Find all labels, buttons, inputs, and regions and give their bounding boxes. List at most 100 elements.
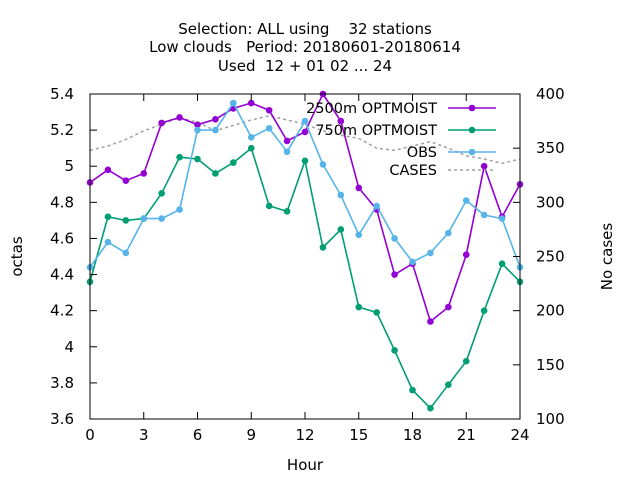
data-point-750m-optmoist [427,404,434,412]
data-point-750m-optmoist [247,144,255,152]
data-point-obs [265,125,273,132]
series-line-2500m-optmoist [89,93,521,323]
data-point-2500m-optmoist [355,184,363,192]
x-tick-label: 21 [457,426,476,444]
data-point-2500m-optmoist [462,251,470,258]
data-point-750m-optmoist [462,357,470,365]
x-tick-label: 3 [139,426,149,444]
data-point-750m-optmoist [122,217,130,224]
y-tick-label: 4.6 [50,229,74,247]
y2-tick-label: 300 [536,193,565,211]
y-tick-label: 4 [64,338,74,356]
data-point-750m-optmoist [355,303,363,311]
y-tick-label: 5 [64,157,74,175]
data-point-750m-optmoist [373,309,380,316]
data-point-750m-optmoist [337,226,345,233]
data-point-2500m-optmoist [265,106,273,114]
data-point-2500m-optmoist [391,271,398,278]
y-tick-label: 4.2 [50,302,74,320]
data-point-2500m-optmoist [480,162,488,170]
data-point-obs [140,215,148,222]
data-point-2500m-optmoist [104,166,112,174]
data-point-750m-optmoist [176,153,183,161]
data-point-obs [176,206,183,213]
data-point-750m-optmoist [212,170,219,177]
x-tick-label: 15 [349,426,368,444]
y-tick-label: 4.4 [50,266,74,284]
data-point-2500m-optmoist [301,128,309,136]
data-point-obs [301,117,309,125]
y2-tick-label: 150 [536,356,565,374]
chart-title: Selection: ALL using 32 stations Low clo… [149,20,461,75]
y2-tick-label: 400 [536,85,565,103]
data-point-750m-optmoist [104,213,112,221]
y2-tick-label: 350 [536,139,565,157]
data-point-750m-optmoist [319,244,327,251]
y-tick-label: 4.8 [50,193,74,211]
y2-tick-label: 100 [536,410,565,428]
legend: 2500m OPTMOIST 750m OPTMOIST OBS CASES [306,101,496,179]
x-tick-label: 24 [510,426,529,444]
x-tick-label: 18 [403,426,422,444]
data-point-750m-optmoist [391,347,398,354]
data-point-obs [212,126,219,134]
data-point-750m-optmoist [301,157,309,165]
series-layer [86,90,524,412]
data-point-750m-optmoist [230,159,237,166]
y-tick-label: 3.6 [50,410,74,428]
data-point-750m-optmoist [265,202,273,210]
legend-label-cases: CASES [389,163,437,179]
legend-marker-obs [468,148,476,156]
data-point-2500m-optmoist [140,170,148,177]
legend-label-obs: OBS [407,145,437,161]
y-tick-label: 5.2 [50,121,74,139]
data-point-2500m-optmoist [176,114,183,121]
series-line-750m-optmoist [89,147,521,410]
data-point-obs [283,148,291,156]
title-line-1: Selection: ALL using 32 stations [178,20,432,38]
data-point-2500m-optmoist [212,115,219,123]
data-point-obs [462,197,470,204]
x-tick-label: 0 [85,426,95,444]
data-point-2500m-optmoist [194,121,201,128]
data-point-2500m-optmoist [445,303,452,311]
data-point-obs [373,202,380,210]
legend-label-2500m-optmoist: 2500m OPTMOIST [306,101,437,117]
data-point-obs [480,211,488,219]
x-axis-label: Hour [287,456,324,474]
y2-tick-label: 250 [536,248,565,266]
data-point-obs [230,99,237,107]
x-tick-label: 6 [193,426,203,444]
data-point-obs [194,126,201,134]
data-point-2500m-optmoist [158,119,165,127]
data-point-750m-optmoist [498,260,506,268]
data-point-obs [355,231,363,239]
ticks-layer: 0 3 6 9 12 15 18 21 24 3.6 3.8 4 4.2 4.4 4.6 4.8 5 5.2 5.4… [50,85,565,444]
y-tick-label: 3.8 [50,374,74,392]
data-point-obs [122,249,130,257]
data-point-obs [319,161,327,168]
data-point-obs [104,238,112,246]
data-point-750m-optmoist [409,386,416,394]
data-point-750m-optmoist [480,307,488,314]
data-point-750m-optmoist [283,208,291,215]
y2-axis-label: No cases [598,223,616,291]
y2-tick-label: 200 [536,302,565,320]
x-tick-label: 12 [295,426,314,444]
title-line-3: Used 12 + 01 02 ... 24 [218,57,392,75]
data-point-obs [158,215,165,222]
data-point-obs [409,258,416,266]
data-point-2500m-optmoist [337,117,345,125]
data-point-obs [391,235,398,242]
data-point-obs [247,134,255,141]
y-tick-label: 5.4 [50,85,74,103]
data-point-obs [498,215,506,222]
data-point-750m-optmoist [445,381,452,388]
data-point-750m-optmoist [158,190,165,197]
data-point-2500m-optmoist [427,318,434,325]
data-point-2500m-optmoist [283,137,291,145]
data-point-obs [445,229,452,237]
y-axis-label: octas [8,236,26,276]
title-line-2: Low clouds Period: 20180601-20180614 [149,38,461,56]
data-point-750m-optmoist [194,155,201,163]
